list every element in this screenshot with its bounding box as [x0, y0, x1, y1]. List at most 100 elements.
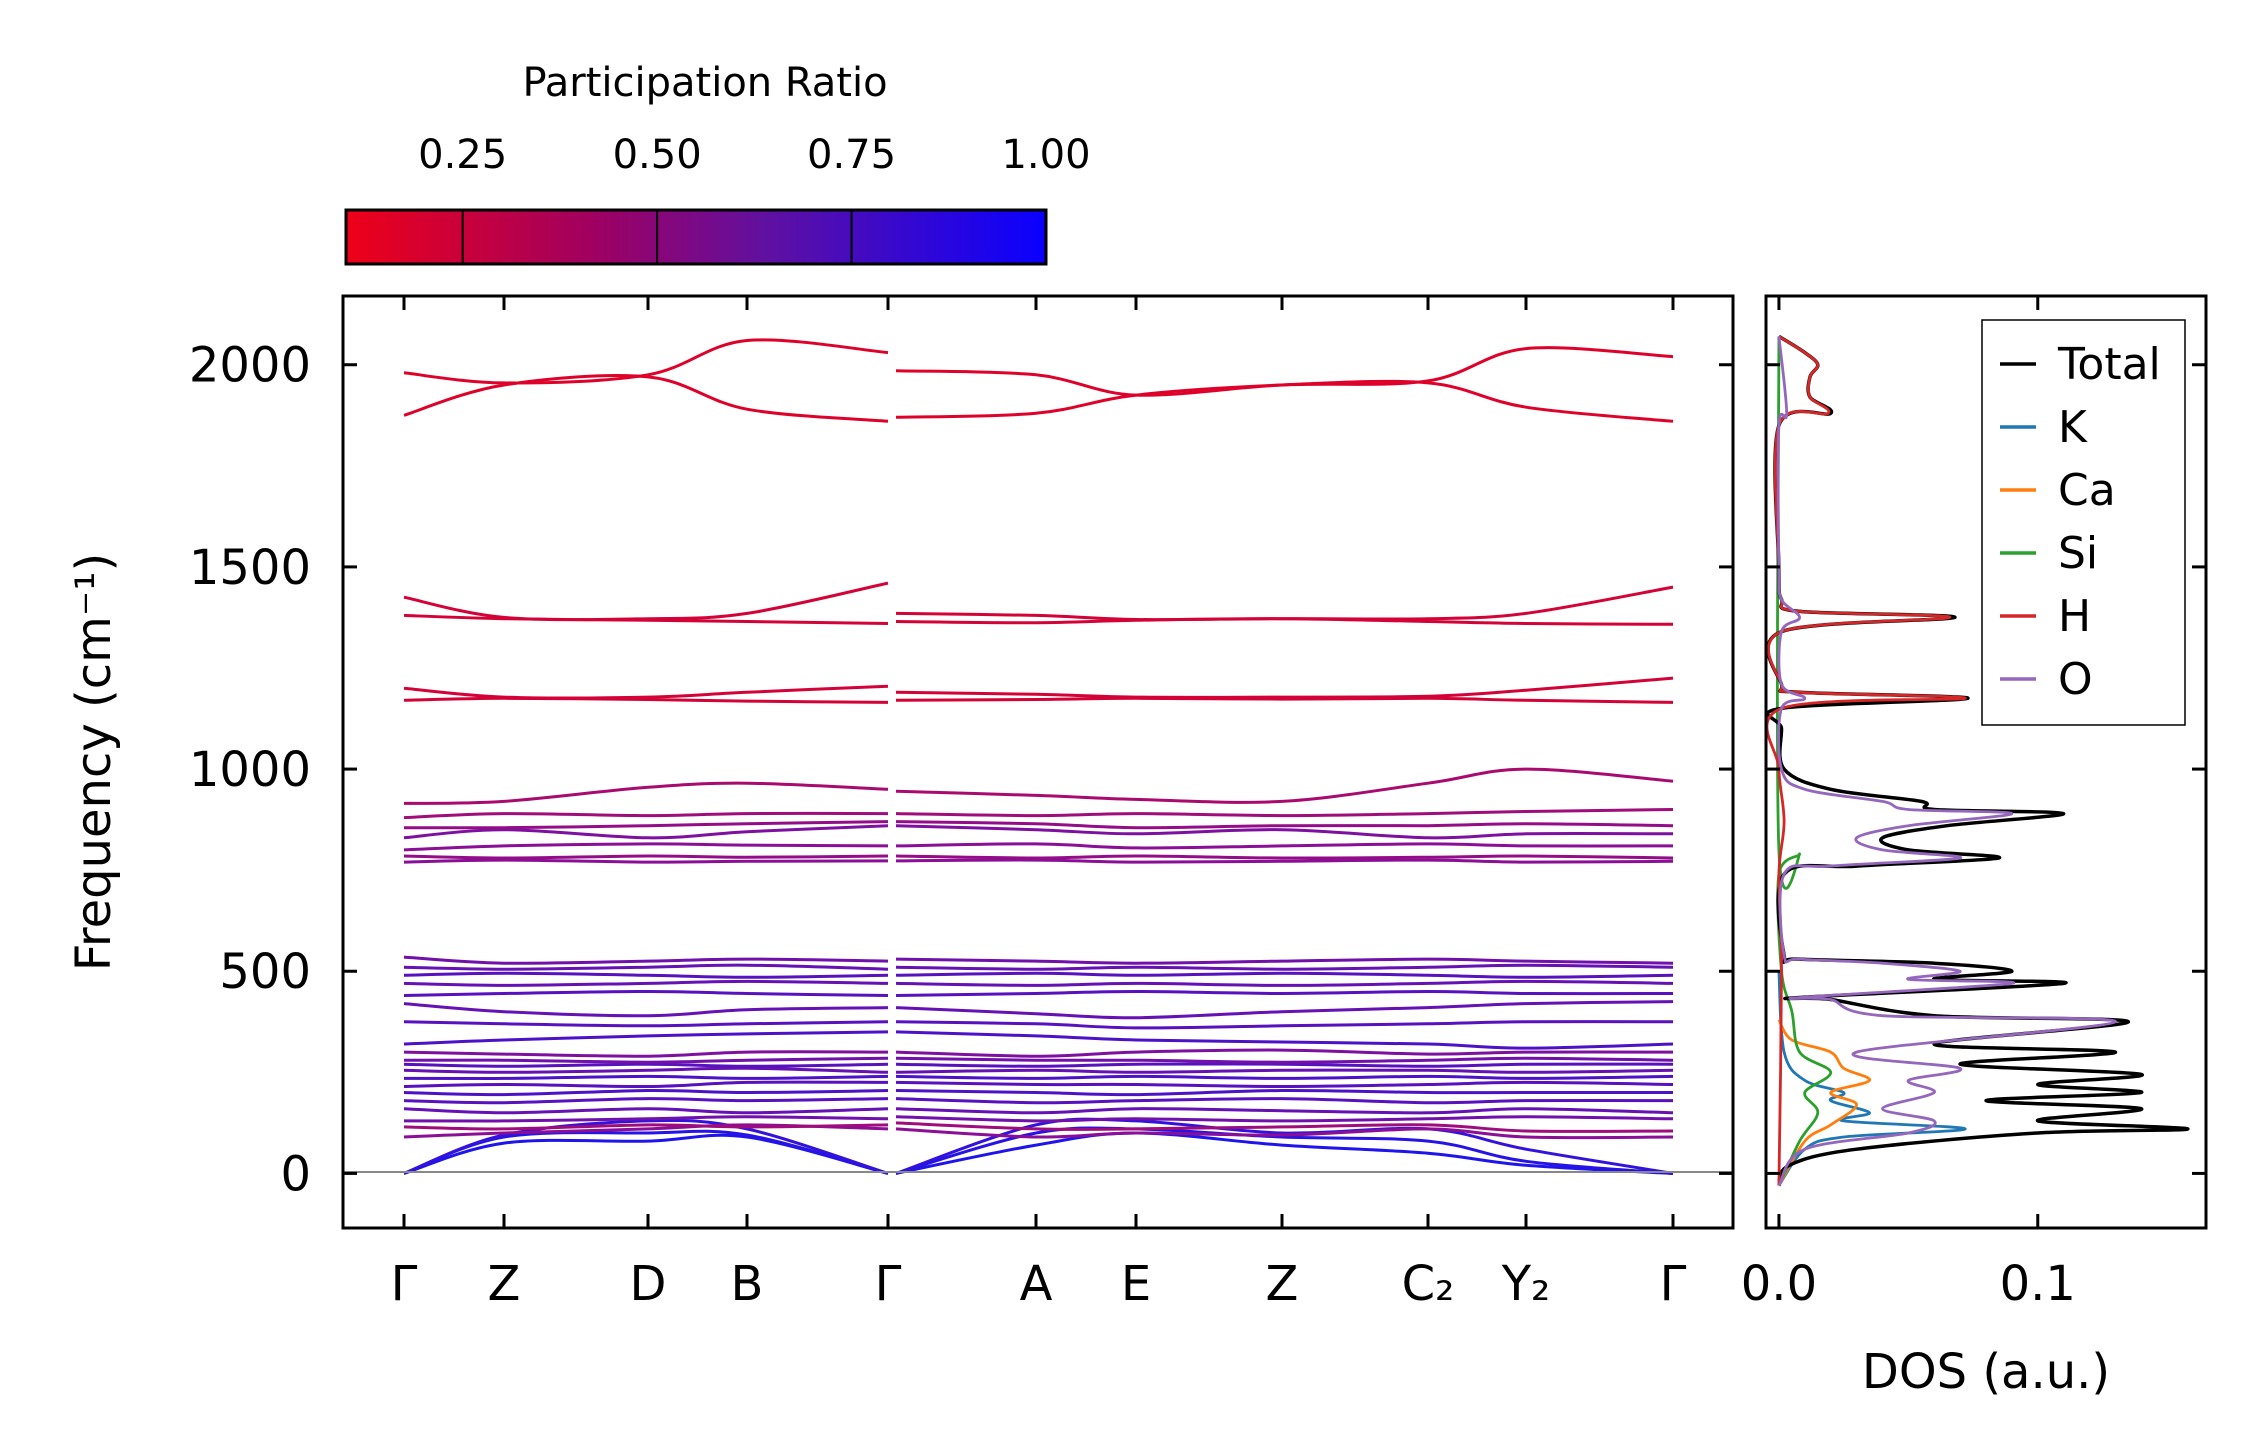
phonon-band-segment: [403, 1097, 889, 1105]
dos-legend: Total K Ca Si HO: [1981, 319, 2186, 726]
phonon-band-segment: [403, 1133, 889, 1175]
dos-x-tick-label: 0.1: [2000, 1256, 2076, 1312]
high-symmetry-label: B: [731, 1256, 764, 1312]
phonon-band-segment: [895, 971, 1674, 979]
phonon-band-segment: [895, 858, 1674, 864]
colorbar-tick-label: 0.75: [807, 132, 896, 178]
phonon-band-segment: [403, 781, 889, 805]
y-tick-label: 1000: [189, 742, 311, 798]
phonon-band-segment: [895, 1117, 1674, 1175]
phonon-band-segment: [895, 1115, 1674, 1123]
phonon-band-segment: [403, 1129, 889, 1175]
phonon-band-segment: [895, 696, 1674, 704]
high-symmetry-label: Γ: [391, 1256, 418, 1312]
phonon-band-segment: [895, 1062, 1674, 1068]
phonon-band-segment: [403, 581, 889, 622]
phonon-band-segment: [895, 585, 1674, 622]
legend-label-ca: Ca: [2058, 465, 2116, 516]
dos-curve-o: [1776, 336, 2117, 1187]
legend-label-si: Si: [2058, 528, 2098, 579]
phonon-band-segment: [403, 811, 889, 820]
legend-label-k: K: [2058, 402, 2088, 453]
dos-panel: 0.0 0.1 DOS (a.u.) Total K Ca Si HO: [1741, 294, 2208, 1400]
high-symmetry-label: Z: [1266, 1256, 1299, 1312]
high-symmetry-label: D: [630, 1256, 667, 1312]
phonon-band-segment: [403, 1002, 889, 1018]
phonon-band-segment: [403, 963, 889, 971]
band-lines: [403, 338, 1674, 1175]
phonon-band-segment: [403, 1123, 889, 1131]
colorbar-tick-label: 0.50: [613, 132, 702, 178]
phonon-band-segment: [403, 971, 889, 979]
dos-lines: [1766, 334, 2190, 1187]
legend-frame: [1981, 319, 2186, 726]
dos-curve-si: [1775, 336, 1833, 1187]
y-tick-label: 500: [219, 944, 311, 1000]
phonon-band-segment: [895, 1030, 1674, 1050]
phonon-band-segment: [895, 1097, 1674, 1105]
dos-ticks: 0.0 0.1: [1741, 296, 2206, 1312]
phonon-band-segment: [895, 1000, 1674, 1020]
phonon-band-segment: [403, 338, 889, 385]
phonon-band-segment: [403, 1115, 889, 1123]
phonon-band-segment: [895, 957, 1674, 965]
phonon-band-segment: [895, 963, 1674, 971]
high-symmetry-label: A: [1020, 1256, 1053, 1312]
phonon-band-segment: [403, 842, 889, 852]
phonon-band-segment: [895, 676, 1674, 699]
legend-label-h: H: [2058, 591, 2091, 642]
high-symmetry-label: E: [1121, 1256, 1151, 1312]
y-axis-title: Frequency (cm⁻¹): [66, 553, 122, 971]
phonon-band-segment: [403, 613, 889, 625]
phonon-band-segment: [895, 1068, 1674, 1074]
phonon-band-segment: [403, 374, 889, 423]
phonon-band-segment: [403, 1050, 889, 1058]
phonon-band-segment: [895, 808, 1674, 818]
high-symmetry-label: Γ: [1660, 1256, 1687, 1312]
colorbar-tick-label: 0.25: [418, 132, 507, 178]
dos-x-tick-label: 0.0: [1741, 1256, 1817, 1312]
y-tick-label: 0: [280, 1146, 311, 1202]
phonon-band-segment: [403, 1056, 889, 1064]
legend-label-o: O: [2058, 654, 2093, 705]
phonon-band-segment: [895, 979, 1674, 987]
dos-curve-k: [1777, 971, 1967, 1187]
phonon-band-segment: [403, 854, 889, 860]
phonon-band-segment: [895, 1020, 1674, 1030]
colorbar-title: Participation Ratio: [522, 60, 887, 106]
phonon-band-segment: [895, 842, 1674, 850]
colorbar-gradient: [344, 208, 1048, 266]
phonon-band-segment: [403, 858, 889, 864]
phonon-band-segment: [895, 1127, 1674, 1140]
colorbar: Participation Ratio 0.25 0.50 0.75 1.00: [344, 60, 1091, 266]
phonon-band-segment: [403, 1107, 889, 1115]
dos-curve-h: [1766, 335, 1967, 1186]
phonon-band-segment: [403, 1062, 889, 1068]
phonon-band-segment: [895, 1107, 1674, 1115]
y-tick-label: 2000: [189, 338, 311, 394]
phonon-band-segment: [895, 1121, 1674, 1133]
phonon-band-segment: [895, 346, 1674, 397]
phonon-band-segment: [895, 1131, 1674, 1175]
phonon-band-segment: [403, 955, 889, 965]
phonon-band-segment: [403, 1020, 889, 1028]
colorbar-ticks: 0.25 0.50 0.75 1.00: [418, 132, 1091, 264]
phonon-band-segment: [895, 1048, 1674, 1058]
high-symmetry-label: Γ: [875, 1256, 902, 1312]
phonon-band-segment: [403, 989, 889, 997]
dos-curve-ca: [1777, 1019, 1871, 1187]
phonon-band-segment: [895, 767, 1674, 804]
phonon-band-segment: [403, 820, 889, 830]
phonon-band-segment: [403, 1080, 889, 1089]
phonon-band-segment: [403, 979, 889, 987]
phonon-band-segment: [895, 824, 1674, 840]
phonon-band-segment: [895, 1080, 1674, 1089]
band-x-ticks: Γ Z D B Γ A E Z C₂ Y₂ Γ: [391, 296, 1687, 1312]
phonon-band-segment: [403, 1118, 889, 1175]
phonon-band-segment: [403, 696, 889, 704]
y-tick-label: 1500: [189, 540, 311, 596]
legend-label-total: Total: [2057, 339, 2161, 390]
dos-x-axis-title: DOS (a.u.): [1862, 1344, 2110, 1400]
colorbar-tick-label: 1.00: [1001, 132, 1090, 178]
